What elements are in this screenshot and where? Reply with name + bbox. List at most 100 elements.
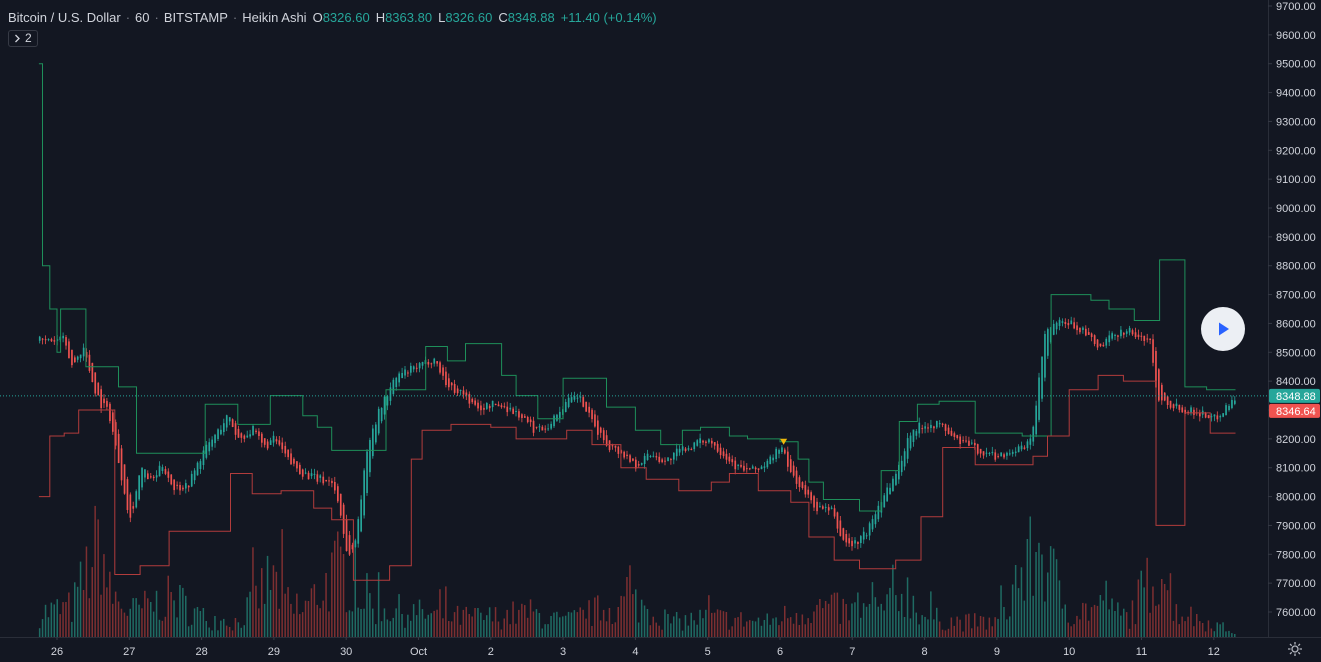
indicators-toggle-button[interactable]: 2: [8, 30, 38, 47]
volume-bar: [252, 547, 254, 637]
volume-bar: [401, 614, 403, 637]
volume-bar: [199, 611, 202, 637]
volume-bar: [605, 621, 608, 637]
volume-bar: [1052, 548, 1055, 637]
volume-bar: [1222, 622, 1224, 637]
candle-body: [1178, 404, 1181, 410]
candle-body: [243, 435, 246, 439]
candle-body: [1020, 445, 1023, 450]
volume-bar: [380, 621, 383, 637]
candle-body: [404, 369, 406, 376]
candle-body: [608, 440, 611, 451]
candle-body: [44, 339, 47, 341]
volume-bar: [214, 616, 216, 637]
volume-bar: [944, 630, 947, 637]
candle-body: [214, 434, 216, 444]
replay-button[interactable]: [1201, 307, 1245, 351]
candle-body: [1000, 452, 1002, 456]
candle-body: [781, 447, 783, 452]
candle-body: [974, 442, 976, 446]
volume-bar: [991, 626, 993, 637]
price-axis[interactable]: 9700.00 9600.00 9500.00 9400.00 9300.00 9200.…: [1268, 0, 1321, 659]
candle-body: [1061, 321, 1064, 323]
volume-bar: [524, 605, 526, 637]
symbol-name[interactable]: Bitcoin / U.S. Dollar: [8, 10, 121, 25]
last-price-tag-bg: [1269, 388, 1320, 403]
candle-body: [301, 469, 304, 477]
candle-body: [787, 451, 789, 467]
price-tick-label: 9300.00: [1276, 116, 1316, 128]
volume-bar: [1029, 516, 1031, 637]
candle-body: [360, 499, 362, 532]
volume-bar: [1064, 604, 1066, 637]
interval-label[interactable]: 60: [135, 10, 150, 25]
candle-body: [675, 448, 678, 457]
volume-bar: [208, 627, 210, 637]
volume-bar: [1158, 604, 1160, 637]
candle-body: [1123, 332, 1125, 335]
candle-body: [906, 438, 909, 459]
candle-body: [1166, 396, 1169, 405]
candle-body: [506, 406, 509, 413]
candle-body: [462, 390, 465, 395]
volume-bar: [538, 613, 541, 637]
volume-bar: [331, 552, 333, 637]
volume-bar: [386, 619, 389, 637]
candle-body: [1184, 409, 1186, 414]
volume-bar: [556, 611, 558, 637]
candle-body: [1006, 452, 1008, 456]
volume-bar: [1172, 620, 1175, 637]
chart-settings-button[interactable]: [1287, 641, 1303, 657]
candle-body: [471, 398, 474, 403]
candle-body: [164, 469, 167, 474]
time-tick-label: 29: [268, 646, 280, 658]
candle-body: [757, 468, 760, 470]
volume-bar: [562, 616, 564, 637]
time-axis[interactable]: 26 27 28 29 30 Oct 2 3 4 5 6 7 8 9 10 11 12: [0, 637, 1321, 659]
candle-body: [1111, 333, 1113, 339]
candle-body: [190, 473, 193, 487]
signal-markers: [780, 438, 788, 445]
volume-bar: [1049, 546, 1052, 637]
volume-bar: [170, 592, 172, 637]
volume-bar: [38, 628, 41, 637]
price-axis-background: [1268, 0, 1321, 659]
candle-body: [173, 479, 175, 491]
volume-bar: [275, 571, 278, 637]
candle-body: [269, 440, 272, 445]
volume-bar: [433, 610, 435, 637]
volume-bar: [824, 601, 827, 637]
candle-body: [854, 540, 856, 544]
candle-body: [658, 456, 661, 462]
indicator-bands: [0, 63, 1268, 581]
volume-bar: [1076, 615, 1078, 637]
volume-bar: [623, 596, 625, 637]
volume-bar: [339, 546, 342, 637]
volume-bar: [161, 620, 164, 637]
volume-bar: [112, 603, 114, 637]
volume-bar: [807, 618, 809, 637]
time-axis-background: [0, 637, 1321, 659]
volume-bar: [757, 617, 760, 637]
volume-bar: [798, 625, 801, 637]
price-tick-label: 8400.00: [1276, 376, 1316, 388]
volume-bar: [865, 606, 868, 637]
volume-bar: [424, 618, 427, 637]
volume-bar: [471, 616, 473, 637]
volume-bar: [962, 631, 964, 637]
candle-body: [284, 445, 287, 454]
volume-bar: [620, 595, 622, 637]
volume-bar: [164, 616, 167, 637]
volume-bar: [377, 572, 380, 637]
time-tick-label: 5: [705, 646, 711, 658]
candle-body: [494, 403, 497, 405]
candle-body: [150, 476, 152, 478]
candle-body: [386, 396, 389, 406]
volume-bar: [1178, 624, 1180, 637]
volume-bar: [906, 577, 909, 637]
volume-bar: [801, 614, 804, 637]
candle-body: [1199, 412, 1201, 417]
volume-bar: [293, 613, 295, 637]
candle-body: [1181, 407, 1184, 413]
